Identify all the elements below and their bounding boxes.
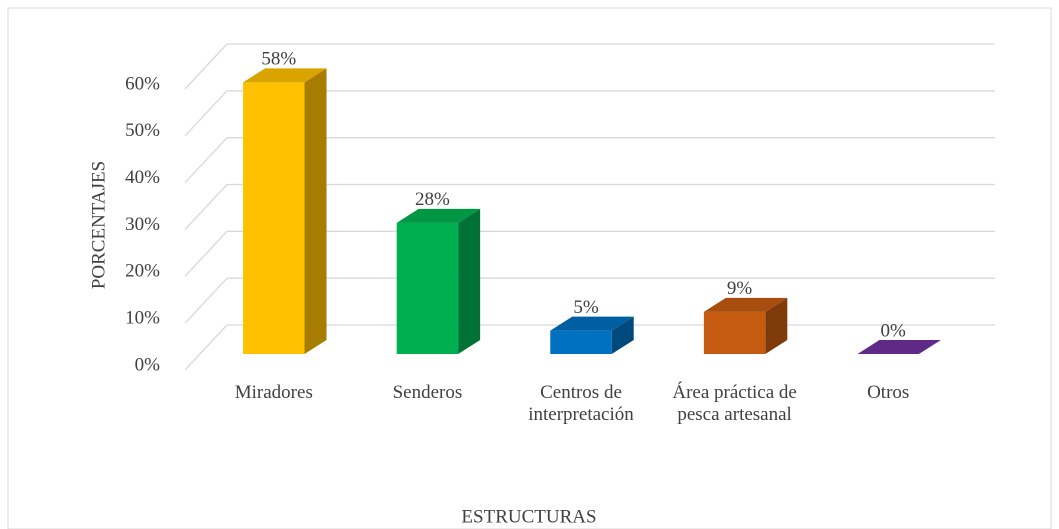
bar-front [550,330,612,354]
data-label: 9% [727,278,753,299]
bar-side [611,316,634,354]
bar-side [304,68,327,354]
grid-line-floor [184,324,228,371]
y-tick-label: 30% [125,214,160,235]
bar-top [396,208,481,223]
grid-line-floor [184,90,228,137]
bar-front [396,222,459,354]
x-tick-label: Otros [867,382,910,403]
grid-line-floor [184,184,228,230]
data-label: 5% [573,297,599,318]
bar [703,297,788,354]
x-tick-label: Senderos [392,382,463,403]
chart-frame [7,7,1052,529]
bar [857,340,941,354]
y-tick-label: 40% [125,167,160,188]
x-tick-label: Centros de interpretación [528,382,634,425]
grid-line-floor [184,277,228,324]
grid-line-floor [184,137,228,184]
y-tick-label: 0% [135,354,161,375]
x-tick-label: Miradores [234,382,313,403]
bar-top [857,340,941,354]
grid-line-floor [184,230,228,277]
data-label: 28% [415,189,450,210]
y-tick-label: 60% [125,73,160,94]
bar-side [458,208,481,354]
bar [550,316,634,354]
bar-top [703,297,788,312]
bar-front [703,311,766,354]
y-axis-label: PORCENTAJES [88,161,109,289]
data-label: 0% [881,320,907,341]
y-tick-label: 10% [125,308,160,329]
bar-top [243,68,327,83]
y-tick-label: 20% [125,261,160,282]
grid-line-floor [184,43,228,90]
x-tick-label: Área práctica de pesca artesanal [672,382,797,425]
y-tick-label: 50% [125,120,160,141]
data-label: 58% [261,49,296,70]
bar-front [243,82,305,354]
x-axis-label: ESTRUCTURAS [461,506,596,527]
bar [243,68,327,354]
bar [396,208,481,354]
bar-top [550,316,634,331]
bar-side [765,297,788,354]
